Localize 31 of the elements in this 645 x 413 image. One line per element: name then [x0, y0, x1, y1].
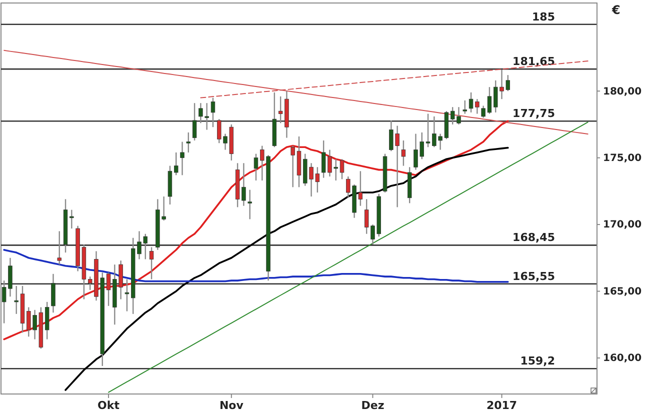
y-axis-title: €	[611, 3, 620, 17]
x-tick-label: Dez	[361, 399, 384, 412]
ref-line-label: 181,65	[512, 55, 555, 68]
y-tick-label: 165,00	[603, 286, 642, 298]
x-tick-label: 2017	[486, 399, 518, 412]
candlestick	[254, 153, 258, 182]
x-tick-label: Nov	[219, 399, 244, 412]
candlestick	[174, 152, 178, 176]
candlestick	[186, 132, 191, 154]
candlestick	[248, 189, 252, 220]
line-series	[4, 50, 588, 135]
ref-line-label: 185	[532, 10, 555, 24]
candlestick	[401, 140, 406, 166]
candlestick	[290, 145, 295, 188]
x-tick-label: Okt	[98, 399, 120, 412]
candlestick	[340, 158, 344, 180]
candlestick	[70, 209, 74, 230]
line-series	[64, 146, 509, 391]
candlestick	[44, 301, 50, 340]
ref-line-label: 165,55	[512, 270, 555, 283]
ref-line-label: 159,2	[520, 354, 555, 368]
candlestick	[462, 100, 467, 114]
y-tick-label: 175,00	[603, 153, 642, 164]
ref-line-label: 177,75	[512, 107, 555, 120]
y-tick-label: 160,00	[603, 353, 642, 364]
y-tick-label: 170,00	[603, 220, 642, 231]
line-series	[108, 122, 588, 393]
candlestick	[180, 141, 184, 176]
line-series	[3, 120, 509, 340]
y-tick-label: 180,00	[603, 86, 642, 98]
ref-line-label: 168,45	[512, 231, 555, 244]
